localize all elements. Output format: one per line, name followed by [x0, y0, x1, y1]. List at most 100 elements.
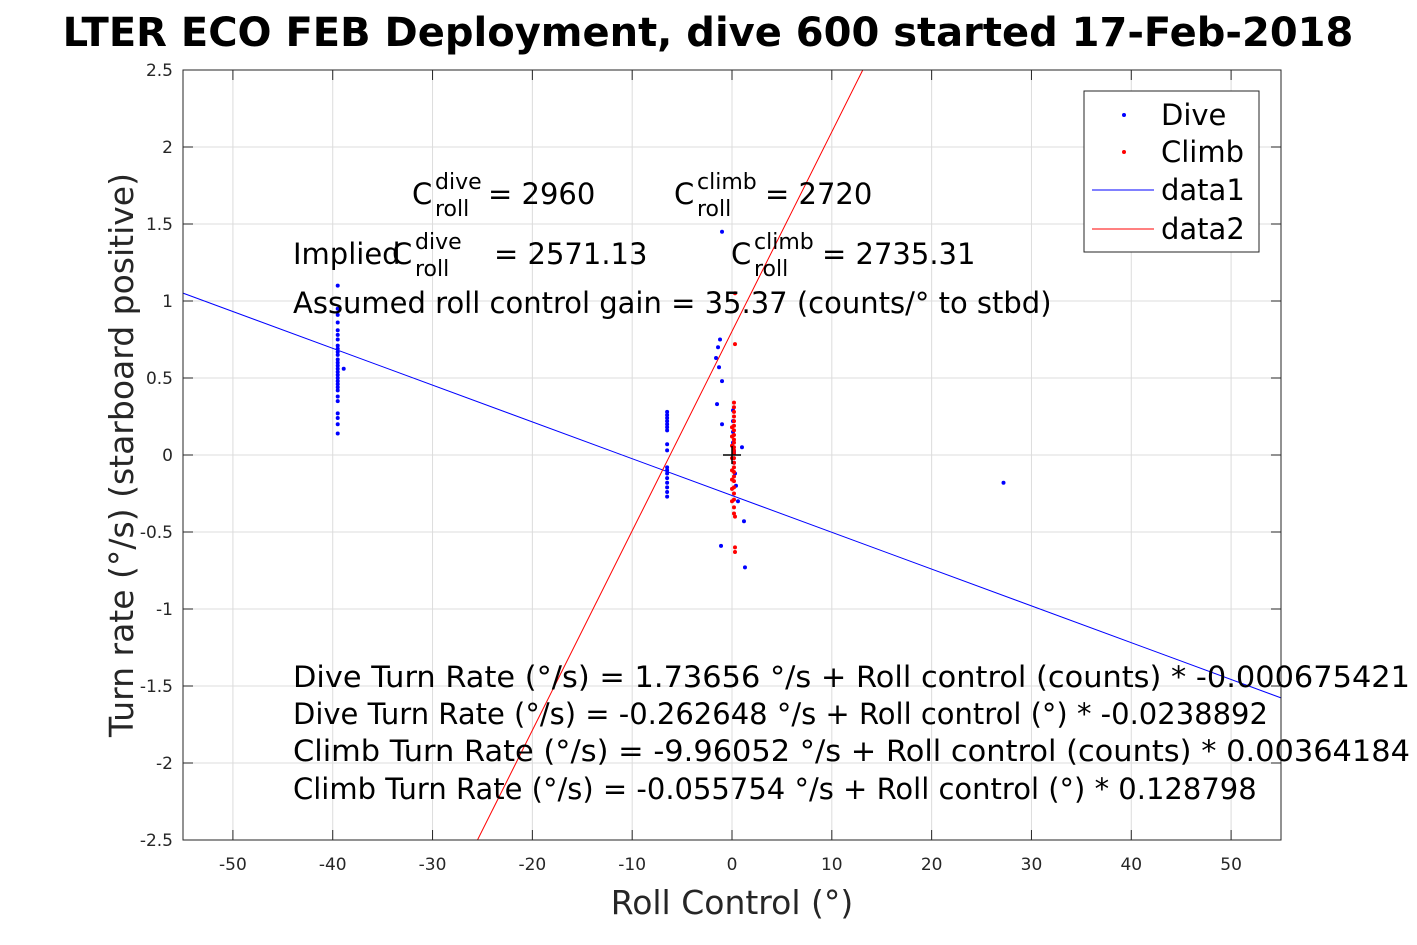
point-dive: [716, 345, 721, 350]
annotation-c-dive-base: C: [412, 177, 432, 211]
point-climb: [732, 342, 737, 347]
annotation-c-dive-sup: dive: [435, 170, 482, 195]
point-dive: [335, 312, 340, 317]
annotation-c-climb: C climb roll = 2720: [674, 170, 872, 222]
point-dive: [714, 355, 719, 360]
fit-equation-3: Climb Turn Rate (°/s) = -9.96052 °/s + R…: [293, 734, 1410, 768]
fit-equation-1: Dive Turn Rate (°/s) = 1.73656 °/s + Rol…: [293, 660, 1410, 694]
point-dive: [335, 416, 340, 421]
point-climb: [732, 545, 737, 550]
y-axis-label: Turn rate (°/s) (starboard positive): [102, 173, 141, 738]
point-climb: [731, 440, 736, 445]
legend-label-data2: data2: [1161, 212, 1245, 246]
point-dive: [335, 369, 340, 374]
point-dive: [665, 428, 670, 433]
point-dive: [335, 283, 340, 288]
x-tick-label: 0: [727, 855, 738, 875]
annotation-implied-dive-sub: roll: [415, 257, 449, 282]
annotation-c-climb-sub: roll: [697, 197, 731, 222]
legend-label-data1: data1: [1161, 173, 1245, 207]
point-dive: [335, 306, 340, 311]
point-dive: [335, 376, 340, 380]
legend-swatch-dive: [1122, 113, 1126, 117]
annotation-c-dive-sub: roll: [435, 197, 469, 222]
point-dive: [741, 519, 746, 524]
y-tick-label: 2.5: [146, 61, 173, 81]
point-dive: [665, 480, 670, 485]
point-dive: [335, 394, 340, 399]
x-tick-label: -50: [219, 855, 247, 875]
point-dive: [335, 320, 340, 325]
y-tick-label: -2.5: [140, 831, 173, 851]
point-climb: [731, 414, 736, 419]
point-dive: [335, 431, 340, 436]
point-climb: [730, 434, 734, 439]
y-tick-label: 1: [162, 292, 173, 312]
point-dive: [665, 476, 670, 481]
y-tick-label: -0.5: [140, 523, 173, 543]
y-tick-label: 0.5: [146, 369, 173, 389]
point-climb: [732, 514, 737, 519]
series-line-data2: [477, 69, 864, 841]
point-dive: [341, 366, 346, 371]
point-climb: [731, 491, 736, 496]
x-tick-label: -10: [618, 855, 646, 875]
point-dive: [665, 409, 670, 414]
point-dive: [335, 337, 340, 342]
point-dive: [335, 363, 340, 368]
point-dive: [335, 399, 340, 404]
point-climb: [731, 465, 736, 470]
point-dive: [335, 366, 340, 371]
point-dive: [335, 352, 340, 357]
point-climb: [731, 400, 736, 405]
annotation-implied-dive-base: C: [392, 237, 412, 271]
point-dive: [665, 448, 670, 453]
point-climb: [731, 505, 736, 510]
fit-equation-2: Dive Turn Rate (°/s) = -0.262648 °/s + R…: [293, 697, 1268, 731]
y-tick-label: 0: [162, 446, 173, 466]
point-dive: [665, 416, 670, 421]
point-dive: [665, 422, 670, 427]
point-dive: [665, 494, 670, 499]
y-tick-label: -1: [156, 600, 173, 620]
x-tick-label: 50: [1220, 855, 1242, 875]
point-dive: [665, 485, 670, 490]
x-axis-label: Roll Control (°): [611, 883, 854, 922]
x-tick-label: 40: [1120, 855, 1142, 875]
legend-box: [1083, 90, 1260, 253]
chart-title: LTER ECO FEB Deployment, dive 600 starte…: [63, 10, 1354, 56]
point-dive: [335, 372, 340, 377]
point-dive: [665, 412, 670, 417]
point-dive: [720, 422, 725, 427]
point-dive: [720, 229, 725, 234]
annotation-c-climb-value: = 2720: [765, 177, 872, 211]
legend-swatch-climb: [1122, 150, 1126, 154]
ticks: -50 -40 -30 -20 -10 0 10 20 30 40 50-2.5-2-1.5-1-0…: [140, 61, 1281, 875]
origin-marker: [723, 446, 741, 464]
point-climb: [730, 425, 734, 430]
x-tick-label: -20: [518, 855, 546, 875]
fit-equations: Dive Turn Rate (°/s) = 1.73656 °/s + Rol…: [293, 660, 1410, 806]
point-dive: [720, 379, 725, 384]
point-dive: [665, 425, 670, 430]
point-climb: [730, 477, 734, 482]
legend: Dive Climb data1 data2: [1083, 90, 1260, 253]
point-dive: [665, 489, 670, 494]
point-dive: [665, 419, 670, 424]
annotation-c-dive-value: = 2960: [488, 177, 595, 211]
data-layer: [182, 69, 1282, 841]
annotation-implied: Implied C dive roll = 2571.13 C climb ro…: [293, 230, 975, 282]
legend-label-climb: Climb: [1161, 135, 1244, 169]
point-climb: [731, 405, 736, 410]
y-tick-label: 1.5: [146, 215, 173, 235]
point-climb: [731, 474, 736, 479]
point-dive: [665, 465, 670, 470]
point-dive: [335, 328, 340, 333]
point-climb: [731, 419, 736, 424]
point-dive: [335, 360, 340, 365]
point-dive: [1001, 480, 1006, 485]
annotation-implied-climb-sub: roll: [754, 257, 788, 282]
x-tick-label: 30: [1021, 855, 1043, 875]
annotation-implied-dive-value: = 2571.13: [494, 237, 647, 271]
